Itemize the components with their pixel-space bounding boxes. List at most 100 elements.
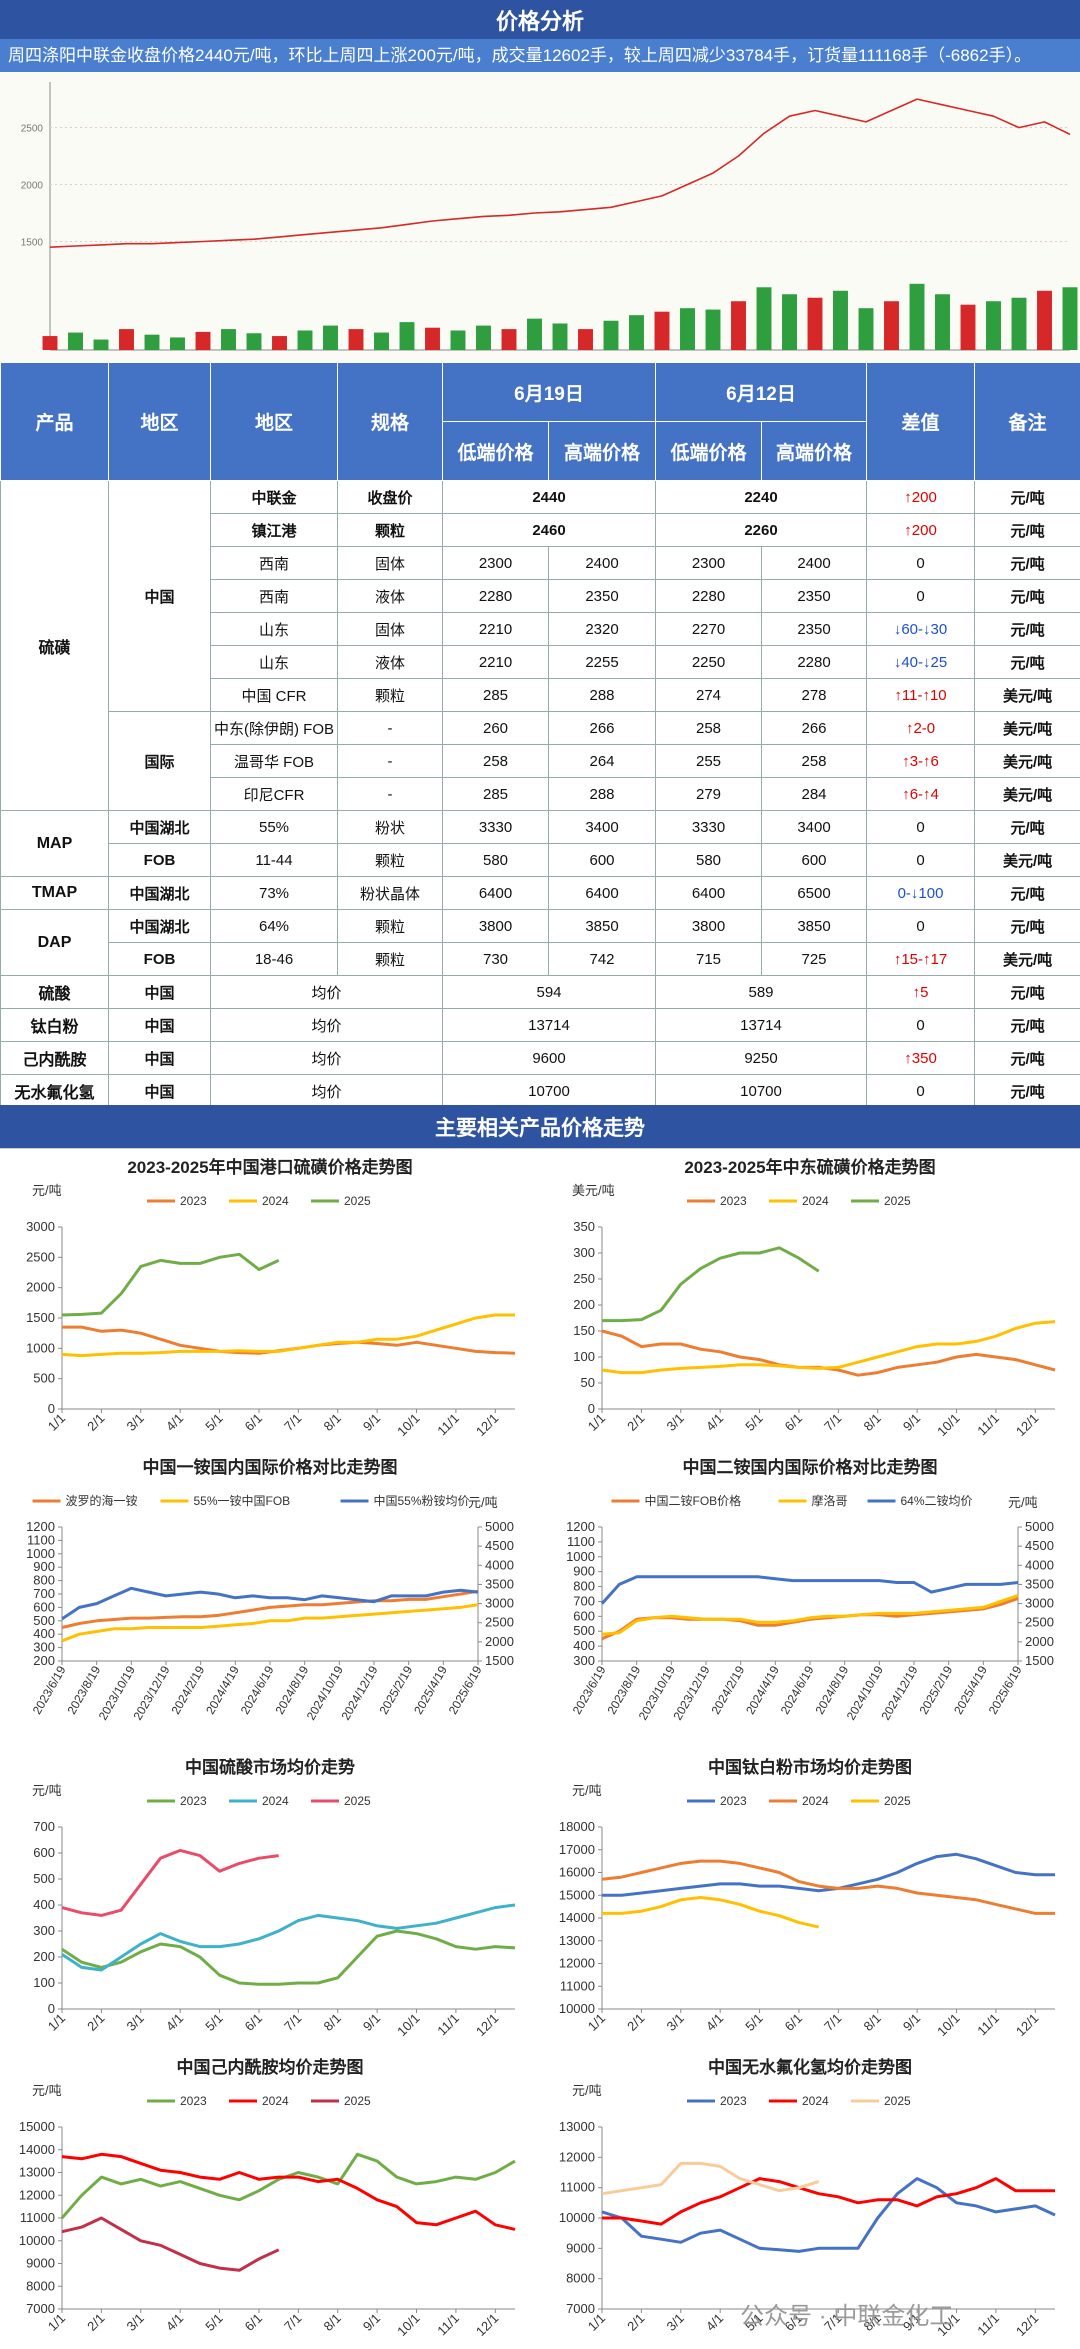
volume-bar [68, 332, 83, 350]
y-tick-label: 350 [573, 1219, 595, 1234]
price-cell: 13714 [441, 1008, 657, 1042]
x-tick-label: 2023/8/19 [64, 1663, 103, 1717]
y-tick-label: 1000 [566, 1549, 595, 1564]
price-cell: 2460 [441, 513, 657, 547]
region-cell: 中国湖北 [108, 876, 211, 910]
x-tick-label: 10/1 [394, 1411, 423, 1440]
y-tick-label: 500 [33, 1871, 55, 1886]
price-cell: 2210 [442, 645, 549, 679]
y-tick-label: 300 [33, 1923, 55, 1938]
area-cell: 印尼CFR [210, 777, 338, 811]
area-cell: 18-46 [210, 942, 338, 976]
region-cell: 中国 [108, 1008, 211, 1042]
y2-axis-label: 元/吨 [1008, 1495, 1038, 1510]
x-tick-label: 2/1 [84, 1411, 107, 1434]
y2-tick-label: 3000 [485, 1596, 514, 1611]
volume-bar [93, 339, 109, 350]
price-cell: 258 [761, 744, 868, 778]
y-tick-label: 10000 [559, 2210, 595, 2225]
chart-title: 2023-2025年中国港口硫磺价格走势图 [127, 1157, 412, 1177]
volume-bar [884, 301, 899, 350]
price-cell: 725 [761, 942, 868, 976]
chart-title: 中国一铵国内国际价格对比走势图 [143, 1457, 398, 1477]
x-tick-label: 2024/4/19 [203, 1663, 242, 1717]
header-cell: 高端价格 [547, 421, 657, 481]
volume-bar [782, 294, 797, 350]
y2-tick-label: 3000 [1025, 1596, 1054, 1611]
diff-cell: 0 [866, 810, 976, 844]
x-tick-label: 5/1 [742, 1411, 765, 1434]
x-tick-label: 5/1 [202, 1411, 225, 1434]
y-tick-label: 1000 [26, 1340, 55, 1355]
y-tick-label: 600 [33, 1845, 55, 1860]
x-tick-label: 6/1 [782, 1411, 805, 1434]
y2-tick-label: 2500 [485, 1615, 514, 1630]
unit-cell: 元/吨 [974, 975, 1080, 1009]
area-cell: 均价 [210, 1041, 443, 1075]
y-axis-label: 美元/吨 [572, 1183, 615, 1198]
series-line [600, 1575, 1019, 1605]
y-tick-label: 11000 [20, 2210, 55, 2225]
unit-cell: 元/吨 [974, 579, 1080, 613]
x-tick-label: 2/1 [84, 2311, 107, 2334]
x-tick-label: 11/1 [434, 2011, 462, 2039]
price-cell: 260 [442, 711, 549, 745]
volume-bar [986, 301, 1001, 350]
x-tick-label: 5/1 [742, 2011, 765, 2034]
header-row: 低端价格 高端价格 低端价格 高端价格 [1, 421, 1080, 481]
diff-cell: ↑200 [866, 513, 976, 547]
legend-label: 2025 [884, 2094, 911, 2108]
x-tick-label: 3/1 [124, 1411, 147, 1434]
y-tick-label: 250 [573, 1271, 595, 1286]
x-tick-label: 6/1 [242, 2311, 265, 2334]
price-cell: 258 [442, 744, 549, 778]
diff-cell: ↑5 [866, 975, 976, 1009]
table-row: 中国 CFR 颗粒 285 288 274 278 ↑11-↑10 美元/吨 [1, 678, 1080, 712]
table-row: TMAP 中国湖北 73% 粉状晶体 6400 6400 6400 6500 0-↓100 元/吨 [0, 876, 1080, 910]
legend-label: 2023 [720, 2094, 747, 2108]
legend-label: 2023 [180, 2094, 207, 2108]
volume-bar [807, 297, 823, 350]
spec-cell: 颗粒 [337, 843, 443, 877]
y2-tick-label: 2000 [485, 1634, 514, 1649]
y-tick-label: 0 [48, 2001, 55, 2016]
price-cell: 730 [442, 942, 549, 976]
series-line [61, 1586, 479, 1621]
spec-cell: 颗粒 [337, 909, 443, 943]
area-cell: 均价 [210, 975, 443, 1009]
table: 产品 地区 地区 规格 6月19日 6月12日 差值 备注 低端价格 高端价格 低端价格 高端价格 硫磺… [0, 362, 1080, 1108]
diff-cell: 0 [866, 843, 976, 877]
volume-bar [858, 308, 874, 350]
x-tick-label: 2/1 [84, 2011, 107, 2034]
x-tick-label: 7/1 [281, 1411, 304, 1434]
y-tick-label: 10000 [559, 2001, 595, 2016]
unit-cell: 美元/吨 [974, 942, 1080, 976]
diff-cell: 0 [866, 909, 976, 943]
region-cell: 中国 [108, 480, 211, 712]
y-tick-label: 9000 [566, 2240, 595, 2255]
y-tick-label: 14000 [559, 1910, 595, 1925]
price-cell: 600 [547, 843, 657, 877]
x-tick-label: 2/1 [624, 1411, 647, 1434]
price-cell: 266 [547, 711, 657, 745]
price-cell: 264 [547, 744, 657, 778]
y2-axis-label: 元/吨 [468, 1495, 498, 1510]
y-tick-label: 100 [33, 1975, 55, 1990]
legend-label: 2024 [262, 1194, 289, 1208]
price-cell: 3400 [761, 810, 868, 844]
price-cell: 3850 [761, 909, 868, 943]
x-tick-label: 6/1 [242, 2011, 265, 2034]
volume-bar [680, 308, 695, 350]
product-cell: 硫磺 [0, 480, 109, 811]
legend-label: 64%二铵均价 [901, 1493, 973, 1508]
price-cell: 6400 [655, 876, 763, 910]
x-tick-label: 5/1 [202, 2311, 225, 2334]
x-tick-label: 3/1 [124, 2011, 147, 2034]
y2-tick-label: 4000 [485, 1557, 514, 1572]
y-axis-label: 元/吨 [32, 2083, 62, 2098]
volume-bar [246, 333, 262, 350]
area-cell: 山东 [210, 645, 338, 679]
